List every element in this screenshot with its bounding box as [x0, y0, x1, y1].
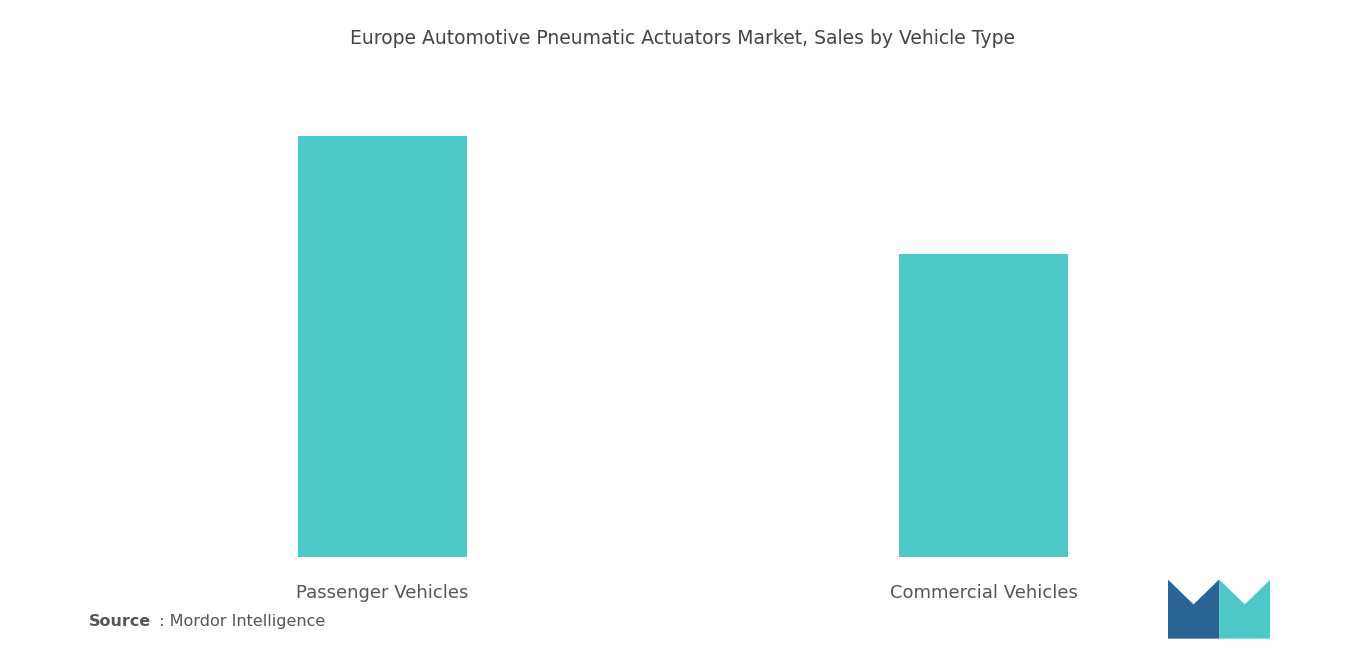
Polygon shape — [1168, 580, 1218, 639]
Bar — [899, 253, 1068, 557]
Text: Passenger Vehicles: Passenger Vehicles — [296, 584, 469, 602]
Bar — [298, 136, 467, 557]
Text: Source: Source — [89, 614, 152, 629]
Text: Commercial Vehicles: Commercial Vehicles — [889, 584, 1078, 602]
Text: : Mordor Intelligence: : Mordor Intelligence — [154, 614, 325, 629]
Polygon shape — [1218, 580, 1270, 639]
Text: Europe Automotive Pneumatic Actuators Market, Sales by Vehicle Type: Europe Automotive Pneumatic Actuators Ma… — [351, 29, 1015, 48]
